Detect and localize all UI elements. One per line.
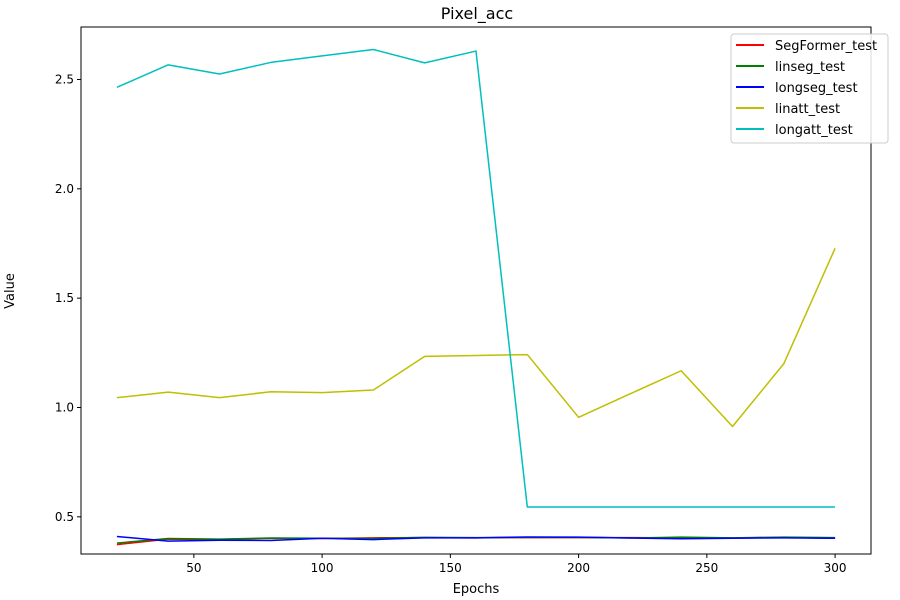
series-line-linatt_test bbox=[116, 247, 836, 428]
x-tick-label: 100 bbox=[311, 561, 334, 575]
x-tick-label: 50 bbox=[186, 561, 201, 575]
x-tick-label: 150 bbox=[439, 561, 462, 575]
y-tick-label: 1.5 bbox=[55, 291, 74, 305]
legend-label: longseg_test bbox=[775, 81, 858, 96]
y-tick-label: 0.5 bbox=[55, 510, 74, 524]
legend-label: longatt_test bbox=[775, 123, 853, 138]
series-line-longatt_test bbox=[116, 48, 836, 508]
legend-label: SegFormer_test bbox=[775, 39, 877, 54]
y-axis-label: Value bbox=[3, 273, 18, 309]
x-tick-label: 200 bbox=[567, 561, 590, 575]
chart-title: Pixel_acc bbox=[441, 4, 513, 24]
x-axis-ticks: 50 100 150 200 250 300 bbox=[186, 554, 847, 575]
legend-label: linatt_test bbox=[775, 102, 840, 117]
x-tick-label: 250 bbox=[695, 561, 718, 575]
x-axis-label: Epochs bbox=[453, 582, 500, 597]
legend-label: linseg_test bbox=[775, 60, 845, 75]
legend: SegFormer_test linseg_test longseg_testlin… bbox=[730, 33, 889, 144]
plot-area: 50 100 150 200 250 300 0.5 1.0 1.5 2.0 2.5 bbox=[55, 26, 872, 575]
legend-box bbox=[730, 33, 889, 144]
plot-frame bbox=[80, 26, 872, 555]
y-tick-label: 2.0 bbox=[55, 182, 74, 196]
series-line-longseg_test bbox=[116, 535, 836, 542]
y-axis-ticks: 0.5 1.0 1.5 2.0 2.5 bbox=[55, 72, 81, 524]
series-group bbox=[116, 48, 836, 546]
y-tick-label: 2.5 bbox=[55, 72, 74, 86]
legend-items: SegFormer_test linseg_test longseg_testlin… bbox=[736, 39, 877, 138]
x-tick-label: 300 bbox=[824, 561, 847, 575]
y-tick-label: 1.0 bbox=[55, 400, 74, 414]
